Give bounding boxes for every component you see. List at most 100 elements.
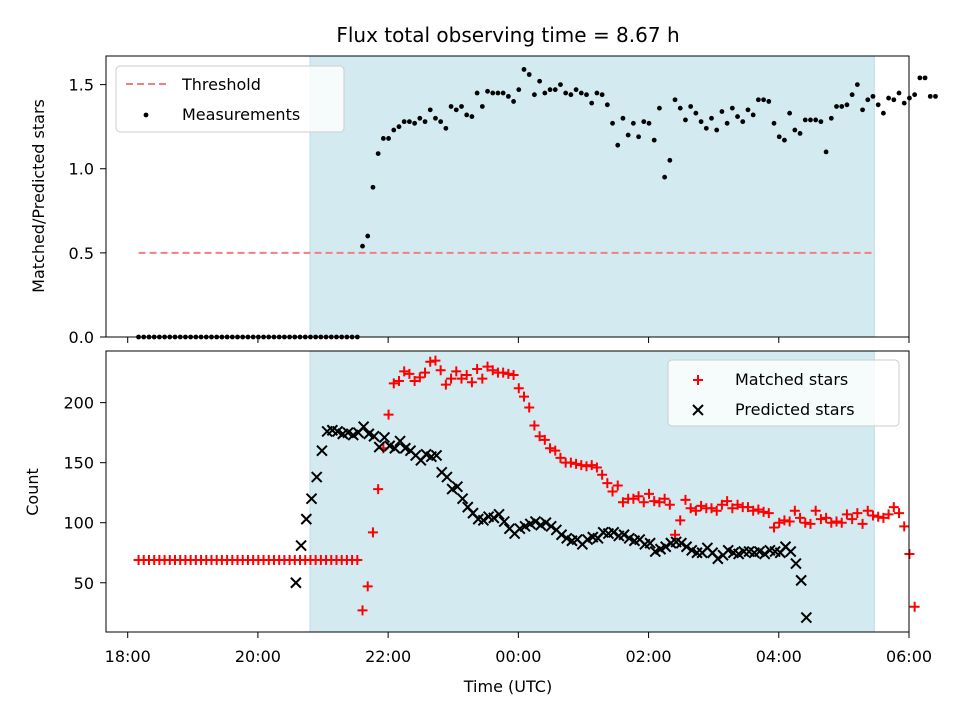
bottom-ytick-label: 200: [63, 394, 94, 413]
matched-star-point: [878, 512, 889, 523]
measurement-point: [625, 132, 631, 138]
matched-star-point: [362, 581, 373, 592]
measurement-point: [782, 137, 787, 143]
measurement-point: [672, 97, 678, 103]
predicted-star-point: [785, 545, 797, 558]
measurement-point: [396, 124, 402, 130]
measurement-point: [714, 127, 720, 133]
matched-star-point: [789, 505, 800, 516]
legend-x-marker: [692, 404, 704, 416]
measurement-point: [662, 174, 668, 180]
measurement-point: [886, 95, 891, 101]
matched-star-point: [617, 497, 628, 508]
predicted-star-point: [545, 520, 557, 533]
matched-star-point: [383, 409, 394, 420]
matched-star-point: [534, 431, 545, 442]
measurement-point: [823, 149, 829, 155]
matched-star-point: [607, 486, 618, 497]
matched-star-point: [393, 376, 404, 387]
predicted-star-point: [712, 553, 724, 565]
measurement-point: [880, 110, 886, 116]
legend-measurements-swatch: [143, 112, 149, 118]
matched-star-point: [539, 434, 550, 445]
predicted-star-point: [675, 537, 688, 549]
measurement-point: [828, 115, 834, 121]
predicted-star-point: [378, 431, 391, 444]
measurement-point: [485, 88, 490, 94]
predicted-star-point: [430, 449, 443, 462]
measurement-point: [636, 134, 641, 140]
measurement-point: [651, 137, 657, 143]
matched-star-point: [352, 554, 363, 565]
legend-matched-label: Matched stars: [735, 370, 848, 389]
measurement-point: [422, 119, 428, 125]
measurement-point: [542, 90, 548, 96]
predicted-star-point: [451, 480, 464, 493]
matched-star-point: [711, 505, 722, 516]
matched-star-point: [852, 508, 863, 519]
matched-star-point: [753, 504, 764, 515]
matched-star-point: [857, 518, 868, 529]
matched-star-point: [654, 497, 665, 508]
measurement-point: [443, 125, 449, 131]
measurement-point: [417, 115, 423, 121]
matched-star-point: [795, 512, 806, 523]
matched-star-point: [440, 379, 451, 390]
matched-star-point: [690, 505, 701, 516]
matched-star-point: [487, 365, 498, 376]
bottom-xtick-label: 06:00: [886, 647, 932, 666]
bottom-legend-box: [667, 359, 900, 427]
measurement-point: [391, 127, 397, 133]
predicted-star-point: [373, 441, 385, 453]
bottom-plot-frame: [105, 350, 910, 633]
measurement-point: [813, 117, 819, 123]
measurement-point: [495, 90, 501, 96]
matched-star-point: [446, 373, 457, 384]
measurement-point: [787, 110, 793, 116]
bottom-xtick-label: 00:00: [495, 647, 541, 666]
matched-star-point: [482, 361, 493, 372]
measurement-point: [433, 115, 438, 121]
matched-star-point: [466, 377, 477, 388]
matched-star-point: [867, 510, 878, 521]
measurement-point: [427, 107, 433, 113]
matched-star-point: [529, 420, 540, 431]
matched-star-point: [633, 491, 644, 502]
measurement-point: [407, 119, 412, 125]
top-y-axis-label: Matched/Predicted stars: [29, 99, 48, 293]
measurement-point: [479, 104, 485, 109]
bottom-xtick-label: 02:00: [626, 647, 672, 666]
measurements-series: [136, 67, 938, 340]
measurement-point: [901, 100, 907, 106]
measurement-point: [834, 104, 839, 109]
matched-star-point: [836, 517, 847, 528]
measurement-point: [537, 78, 543, 84]
measurement-point: [620, 115, 626, 121]
matched-star-point: [357, 605, 368, 616]
measurement-point: [370, 184, 376, 190]
matched-star-point: [909, 601, 920, 612]
matched-star-point: [420, 367, 431, 378]
matched-star-point: [706, 503, 717, 514]
matched-star-point: [894, 508, 905, 519]
top-plot-frame: [105, 55, 910, 338]
matched-star-point: [430, 355, 441, 366]
measurement-point: [729, 105, 735, 111]
bottom-ytick-label: 50: [74, 574, 94, 593]
matched-star-point: [716, 499, 727, 510]
measurement-point: [365, 233, 371, 239]
measurement-point: [693, 110, 699, 116]
matched-star-point: [763, 508, 774, 519]
predicted-star-point: [300, 513, 313, 525]
measurement-point: [870, 93, 876, 99]
matched-stars-series: [133, 355, 920, 616]
bottom-xtick-label: 20:00: [235, 647, 281, 666]
matched-star-point: [748, 505, 759, 516]
matched-star-point: [680, 494, 691, 505]
predicted-star-point: [555, 529, 568, 541]
measurement-point: [526, 72, 532, 77]
matched-star-point: [847, 514, 858, 525]
measurement-point: [375, 151, 381, 156]
measurement-point: [688, 104, 694, 109]
matched-star-point: [373, 484, 384, 495]
